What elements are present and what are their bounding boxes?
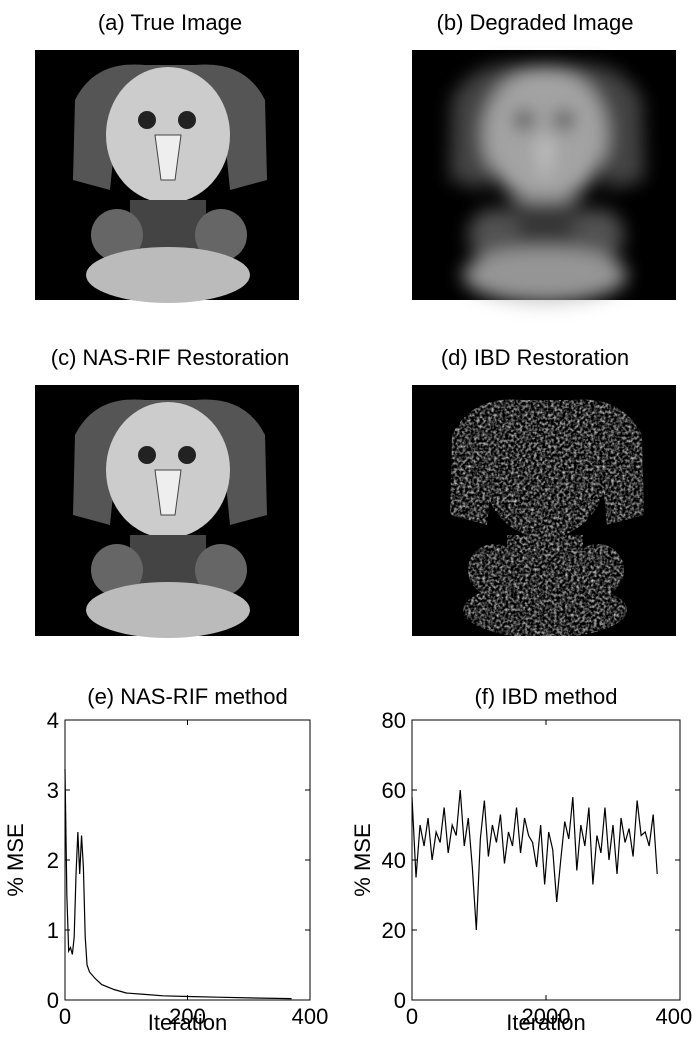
panel-title: (d) IBD Restoration <box>441 345 629 370</box>
x-tick-label: 4000 <box>656 1004 692 1029</box>
y-tick-label: 3 <box>47 778 59 803</box>
y-tick-label: 2 <box>47 848 59 873</box>
x-tick-label: 200 <box>169 1004 206 1029</box>
image <box>449 63 645 304</box>
data-line <box>64 768 292 1000</box>
y-tick-label: 0 <box>394 988 406 1013</box>
panel-title: (b) Degraded Image <box>437 10 634 35</box>
chart-title: (e) NAS-RIF method <box>87 684 288 709</box>
panel-a: (a) True Image <box>35 10 299 304</box>
y-tick-label: 40 <box>382 848 406 873</box>
x-tick-label: 400 <box>292 1004 329 1029</box>
x-tick-label: 0 <box>59 1004 71 1029</box>
image <box>72 398 268 639</box>
x-tick-label: 2000 <box>522 1004 571 1029</box>
panel-d: (d) IBD Restoration <box>412 345 676 639</box>
data-line <box>411 789 658 931</box>
panel-title: (a) True Image <box>98 10 242 35</box>
plot-frame <box>64 719 311 1001</box>
x-axis-label: Iteration <box>506 1010 586 1034</box>
y-axis-label: % MSE <box>350 823 375 896</box>
panel-b: (b) Degraded Image <box>412 10 676 304</box>
plot-frame <box>411 719 681 1001</box>
panel-title: (c) NAS-RIF Restoration <box>51 345 289 370</box>
y-tick-label: 4 <box>47 708 59 733</box>
x-axis-label: Iteration <box>148 1010 228 1034</box>
image <box>72 63 268 304</box>
y-tick-label: 20 <box>382 918 406 943</box>
x-tick-label: 0 <box>406 1004 418 1029</box>
chart-title: (f) IBD method <box>474 684 617 709</box>
y-tick-label: 1 <box>47 918 59 943</box>
y-tick-label: 0 <box>47 988 59 1013</box>
image <box>449 398 645 639</box>
y-tick-label: 60 <box>382 778 406 803</box>
panel-c: (c) NAS-RIF Restoration <box>35 345 299 639</box>
y-tick-label: 80 <box>382 708 406 733</box>
y-axis-label: % MSE <box>3 823 28 896</box>
